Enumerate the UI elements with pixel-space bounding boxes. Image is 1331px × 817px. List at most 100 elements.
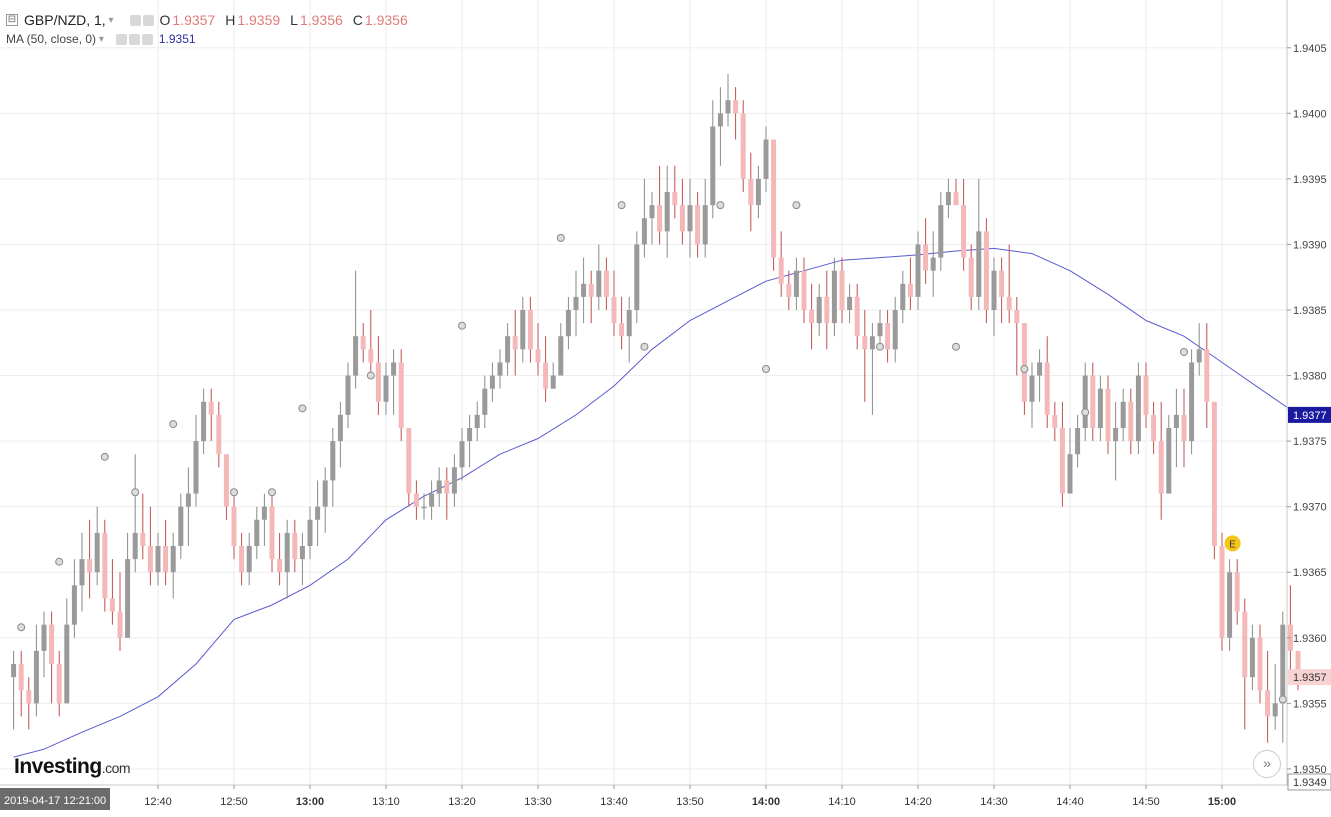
- candle-body: [938, 205, 944, 258]
- price-axis[interactable]: 1.9350 1.9355 1.9360 1.9365 1.9370 1.9375 1.93…: [1286, 0, 1327, 785]
- candle-body: [885, 323, 891, 350]
- ma-gear-icon[interactable]: [128, 33, 140, 45]
- candle: [1014, 296, 1020, 376]
- low-value: 1.9356: [299, 12, 343, 28]
- candle-body: [816, 296, 822, 324]
- symbol-label: GBP/NZD, 1,: [24, 12, 106, 28]
- candle: [672, 165, 678, 219]
- candle-body: [1196, 349, 1202, 363]
- price-circle-marker: [952, 342, 960, 351]
- candle: [246, 532, 252, 586]
- candle: [201, 388, 207, 455]
- candle-body: [733, 100, 739, 114]
- candle-body: [900, 283, 906, 310]
- eye-icon[interactable]: [129, 14, 141, 26]
- candle-body: [391, 362, 397, 376]
- candle-body: [254, 519, 260, 546]
- candle-body: [603, 270, 609, 297]
- ma-eye-icon[interactable]: [115, 33, 127, 45]
- candle: [1257, 624, 1263, 704]
- candle-body: [451, 467, 457, 494]
- candle-body: [740, 113, 746, 179]
- event-marker[interactable]: E: [1224, 535, 1241, 552]
- candle: [322, 467, 328, 533]
- x-tick-label: 14:50: [1132, 796, 1160, 808]
- legend-ma-row: MA (50, close, 0) ▾ 1.9351: [6, 30, 418, 48]
- candle: [1173, 388, 1179, 468]
- logo-suffix: .com: [101, 760, 131, 776]
- candle: [923, 218, 929, 284]
- x-tick-label: 13:20: [448, 796, 476, 808]
- candle-body: [299, 546, 305, 560]
- candle-body: [201, 401, 207, 442]
- candle-body: [588, 283, 594, 297]
- ma-close-icon[interactable]: [141, 33, 153, 45]
- legend-tools: [129, 14, 154, 26]
- time-axis[interactable]: 12:40 12:50 13:00 13:10 13:20 13:30 13:40 13:50…: [0, 784, 1331, 810]
- candle-body: [459, 441, 465, 468]
- low-label: L: [290, 12, 298, 28]
- chevron-down-icon[interactable]: ▾: [105, 14, 114, 26]
- ma-chevron-down-icon[interactable]: ▾: [96, 33, 104, 45]
- candle: [862, 310, 868, 402]
- candle: [778, 231, 784, 297]
- candle: [459, 428, 465, 481]
- candle: [786, 270, 792, 310]
- candle: [109, 559, 115, 625]
- candle-body: [497, 362, 503, 376]
- price-circle-marker: [131, 488, 140, 497]
- candle: [467, 414, 473, 468]
- candle-body: [102, 532, 108, 599]
- price-badge-box: [1288, 406, 1331, 423]
- candle-body: [664, 192, 670, 232]
- candle: [383, 362, 389, 415]
- candle: [1151, 401, 1157, 455]
- candle-body: [793, 270, 799, 297]
- candle: [132, 454, 138, 573]
- candle: [398, 349, 404, 442]
- candle: [740, 100, 746, 192]
- scroll-to-realtime-button[interactable]: »: [1253, 750, 1281, 778]
- candle: [1196, 323, 1202, 376]
- candle-body: [847, 296, 853, 310]
- ma-line: [13, 247, 1299, 758]
- candle-body: [71, 585, 77, 625]
- candle-body: [185, 493, 191, 507]
- candle-body: [467, 428, 473, 442]
- candle-body: [702, 205, 708, 245]
- candle-body: [1029, 375, 1035, 402]
- candle: [1204, 323, 1210, 428]
- y-tick-label: 1.9405: [1293, 43, 1327, 55]
- y-tick-label: 1.9355: [1293, 698, 1327, 710]
- candle-body: [406, 428, 412, 494]
- candle-body: [1059, 428, 1065, 494]
- price-circle-marker: [617, 201, 626, 210]
- candle: [444, 467, 450, 520]
- event-marker-label: E: [1229, 539, 1236, 550]
- candle-body: [611, 296, 617, 324]
- candle-body: [1097, 388, 1103, 428]
- candle: [938, 192, 944, 271]
- high-value: 1.9359: [237, 12, 281, 28]
- candle-body: [345, 375, 351, 415]
- candle: [71, 559, 77, 638]
- candle-body: [87, 559, 93, 573]
- candle: [391, 349, 397, 415]
- candle-body: [786, 283, 792, 297]
- candle-body: [109, 598, 115, 612]
- candle-body: [26, 690, 32, 704]
- candle: [543, 336, 549, 402]
- candle-body: [436, 480, 442, 494]
- candle: [178, 493, 184, 560]
- candle: [1006, 244, 1012, 324]
- gear-icon[interactable]: [142, 14, 154, 26]
- candle-body: [923, 244, 929, 271]
- collapse-icon[interactable]: ⊟: [6, 14, 18, 26]
- candle-body: [1219, 546, 1225, 638]
- candle: [915, 231, 921, 310]
- candle: [125, 532, 131, 638]
- candle: [664, 165, 670, 258]
- candle-body: [125, 559, 131, 638]
- candle-body: [945, 192, 951, 206]
